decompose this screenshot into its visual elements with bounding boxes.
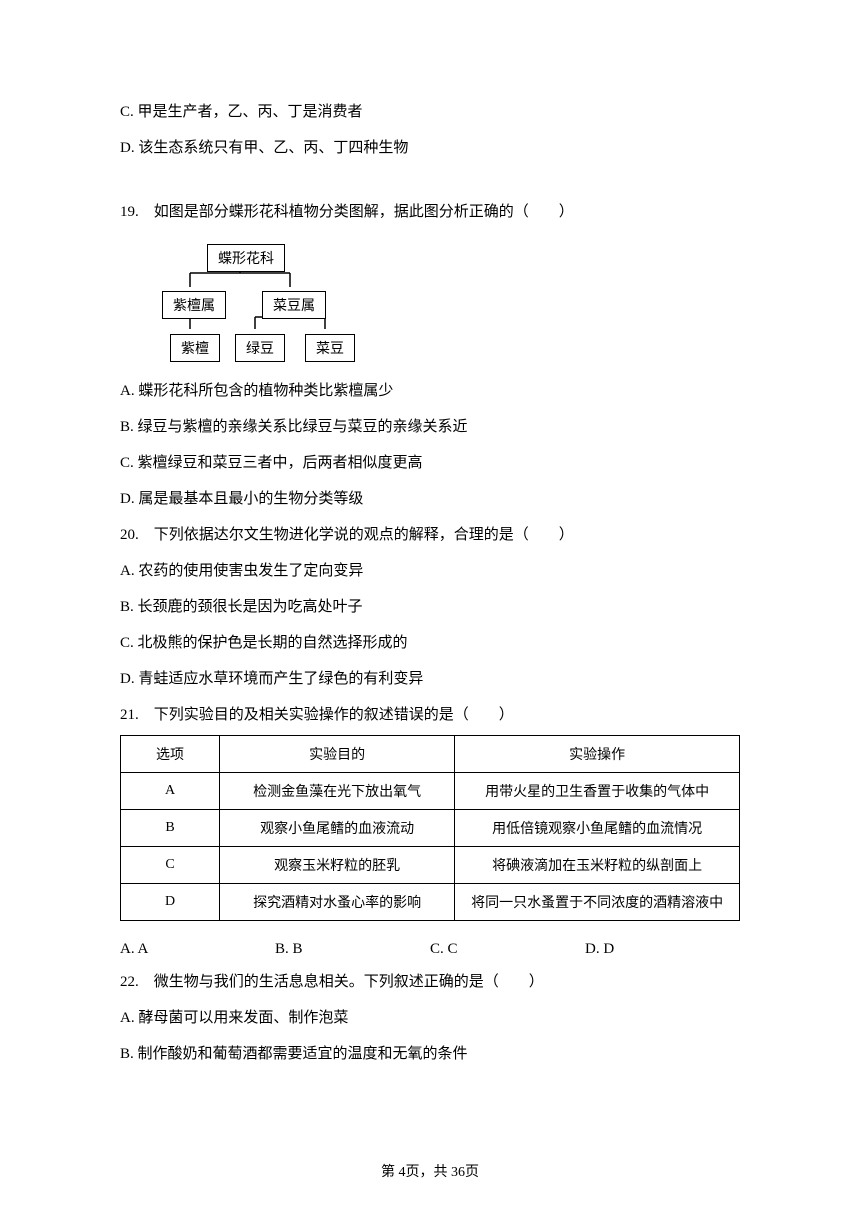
- table-row: B 观察小鱼尾鳍的血液流动 用低倍镜观察小鱼尾鳍的血流情况: [121, 810, 740, 847]
- cell-b-option: B: [121, 810, 220, 847]
- cell-a-operation: 用带火星的卫生香置于收集的气体中: [455, 773, 740, 810]
- q19-option-b: B. 绿豆与紫檀的亲缘关系比绿豆与菜豆的亲缘关系近: [120, 415, 740, 439]
- q20-option-d: D. 青蛙适应水草环境而产生了绿色的有利变异: [120, 667, 740, 691]
- q19-option-a: A. 蝶形花科所包含的植物种类比紫檀属少: [120, 379, 740, 403]
- q22-stem: 22. 微生物与我们的生活息息相关。下列叙述正确的是（ ）: [120, 970, 740, 994]
- q19-diagram: 蝶形花科 紫檀属 菜豆属 紫檀 绿豆 菜豆: [140, 239, 740, 364]
- diagram-l2-right: 菜豆属: [262, 291, 326, 319]
- table-row: C 观察玉米籽粒的胚乳 将碘液滴加在玉米籽粒的纵剖面上: [121, 847, 740, 884]
- q21-choices: A. A B. B C. C D. D: [120, 941, 740, 958]
- cell-c-operation: 将碘液滴加在玉米籽粒的纵剖面上: [455, 847, 740, 884]
- table-header-row: 选项 实验目的 实验操作: [121, 736, 740, 773]
- diagram-l3-c: 菜豆: [305, 334, 355, 362]
- page-footer: 第 4页，共 36页: [0, 1161, 860, 1181]
- cell-a-option: A: [121, 773, 220, 810]
- q19-option-d: D. 属是最基本且最小的生物分类等级: [120, 487, 740, 511]
- diagram-root: 蝶形花科: [207, 244, 285, 272]
- cell-c-purpose: 观察玉米籽粒的胚乳: [220, 847, 455, 884]
- cell-a-purpose: 检测金鱼藻在光下放出氧气: [220, 773, 455, 810]
- q18-option-c: C. 甲是生产者，乙、丙、丁是消费者: [120, 100, 740, 124]
- cell-c-option: C: [121, 847, 220, 884]
- q21-table: 选项 实验目的 实验操作 A 检测金鱼藻在光下放出氧气 用带火星的卫生香置于收集…: [120, 735, 740, 921]
- q21-choice-a: A. A: [120, 941, 275, 958]
- q20-option-c: C. 北极熊的保护色是长期的自然选择形成的: [120, 631, 740, 655]
- q20-option-b: B. 长颈鹿的颈很长是因为吃高处叶子: [120, 595, 740, 619]
- cell-d-operation: 将同一只水蚤置于不同浓度的酒精溶液中: [455, 884, 740, 921]
- q21-choice-d: D. D: [585, 941, 740, 958]
- q19-option-c: C. 紫檀绿豆和菜豆三者中，后两者相似度更高: [120, 451, 740, 475]
- q21-stem: 21. 下列实验目的及相关实验操作的叙述错误的是（ ）: [120, 703, 740, 727]
- q21-choice-c: C. C: [430, 941, 585, 958]
- cell-d-option: D: [121, 884, 220, 921]
- cell-b-operation: 用低倍镜观察小鱼尾鳍的血流情况: [455, 810, 740, 847]
- header-operation: 实验操作: [455, 736, 740, 773]
- cell-b-purpose: 观察小鱼尾鳍的血液流动: [220, 810, 455, 847]
- header-option: 选项: [121, 736, 220, 773]
- q20-option-a: A. 农药的使用使害虫发生了定向变异: [120, 559, 740, 583]
- diagram-l3-b: 绿豆: [235, 334, 285, 362]
- table-row: D 探究酒精对水蚤心率的影响 将同一只水蚤置于不同浓度的酒精溶液中: [121, 884, 740, 921]
- q18-option-d: D. 该生态系统只有甲、乙、丙、丁四种生物: [120, 136, 740, 160]
- q22-option-a: A. 酵母菌可以用来发面、制作泡菜: [120, 1006, 740, 1030]
- table-row: A 检测金鱼藻在光下放出氧气 用带火星的卫生香置于收集的气体中: [121, 773, 740, 810]
- diagram-l2-left: 紫檀属: [162, 291, 226, 319]
- q21-choice-b: B. B: [275, 941, 430, 958]
- diagram-l3-a: 紫檀: [170, 334, 220, 362]
- q20-stem: 20. 下列依据达尔文生物进化学说的观点的解释，合理的是（ ）: [120, 523, 740, 547]
- q19-stem: 19. 如图是部分蝶形花科植物分类图解，据此图分析正确的（ ）: [120, 200, 740, 224]
- cell-d-purpose: 探究酒精对水蚤心率的影响: [220, 884, 455, 921]
- q22-option-b: B. 制作酸奶和葡萄酒都需要适宜的温度和无氧的条件: [120, 1042, 740, 1066]
- header-purpose: 实验目的: [220, 736, 455, 773]
